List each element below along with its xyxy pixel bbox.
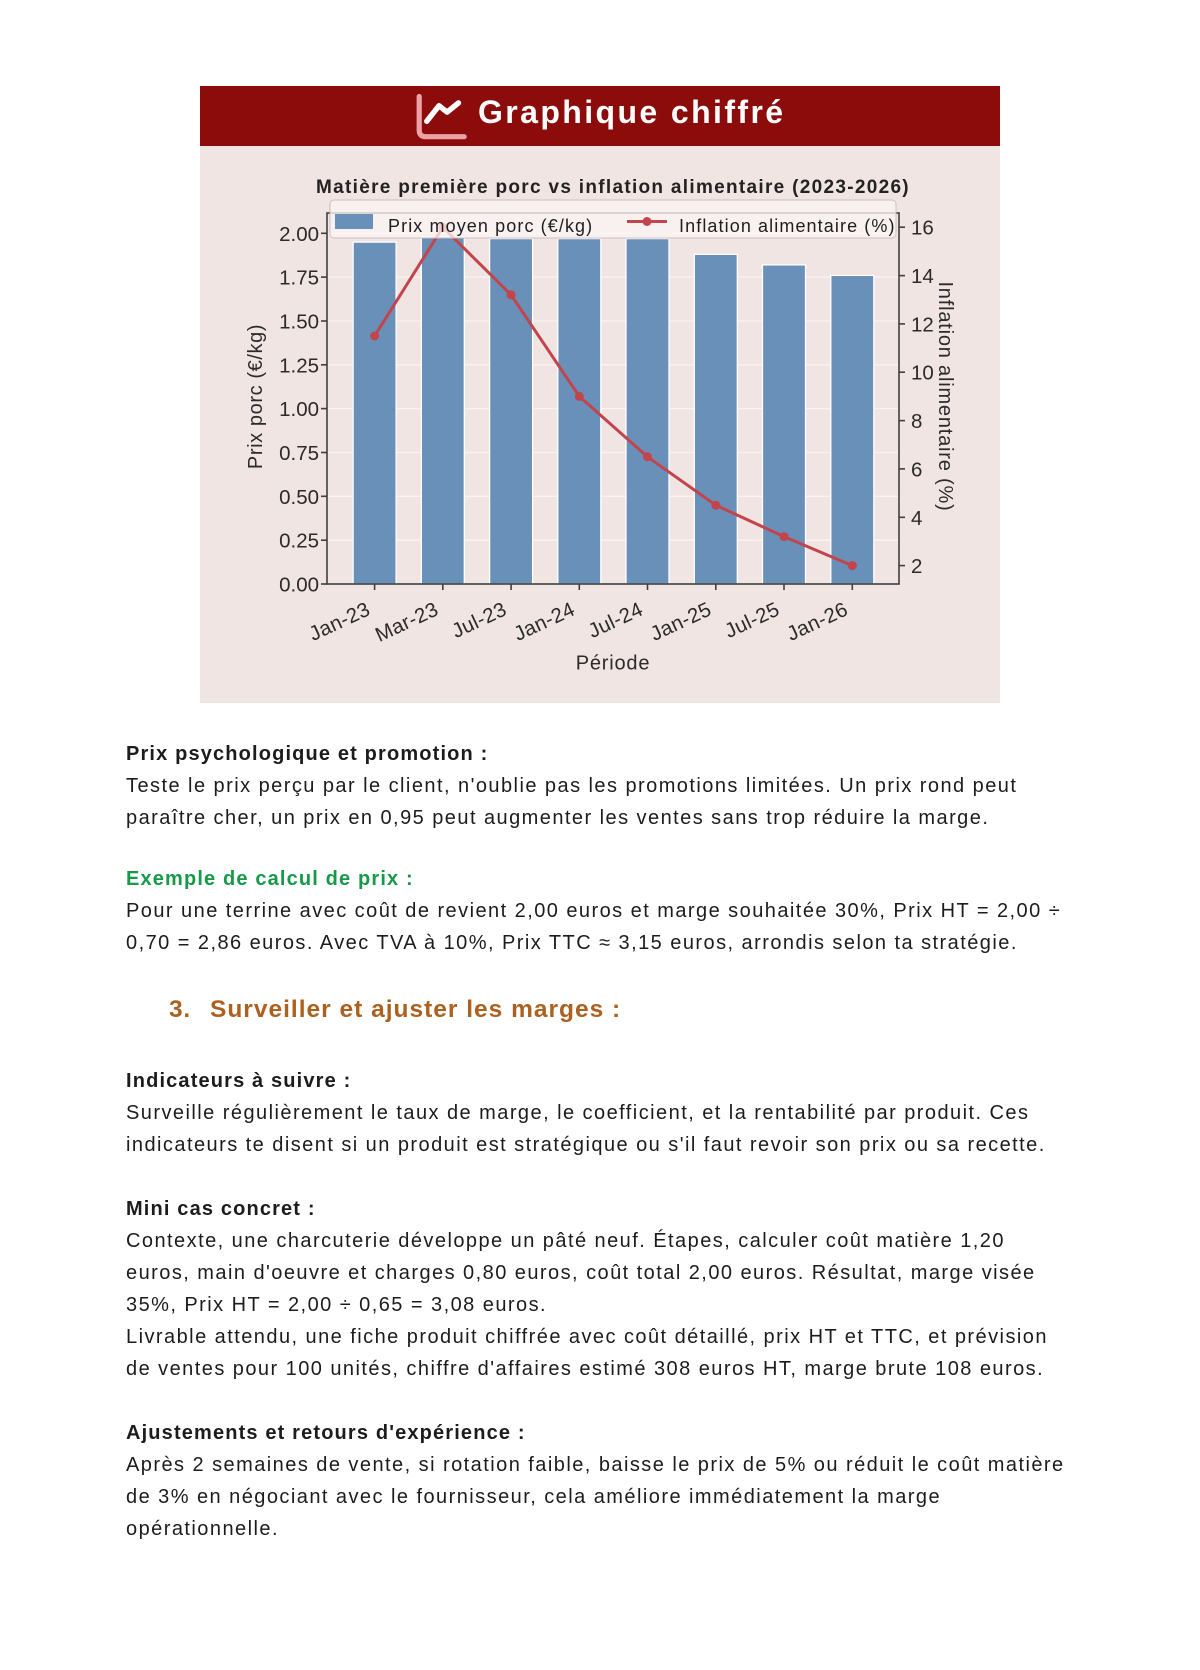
svg-text:1.25: 1.25 — [279, 354, 319, 377]
svg-text:0.50: 0.50 — [279, 486, 319, 509]
svg-text:Jul-24: Jul-24 — [585, 598, 647, 643]
svg-text:Jul-25: Jul-25 — [721, 598, 783, 643]
svg-text:4: 4 — [911, 507, 922, 530]
svg-text:8: 8 — [911, 410, 922, 433]
svg-text:16: 16 — [911, 217, 934, 240]
svg-text:0.00: 0.00 — [279, 574, 319, 597]
svg-text:2: 2 — [911, 555, 922, 578]
svg-text:10: 10 — [911, 362, 934, 385]
svg-text:2.00: 2.00 — [279, 223, 319, 246]
svg-text:Prix porc (€/kg): Prix porc (€/kg) — [245, 324, 267, 469]
svg-text:0.75: 0.75 — [279, 442, 319, 465]
svg-text:0.25: 0.25 — [279, 530, 319, 553]
svg-text:1.75: 1.75 — [279, 267, 319, 290]
svg-text:12: 12 — [911, 313, 934, 336]
svg-text:Période: Période — [576, 653, 651, 675]
svg-text:Prix moyen porc (€/kg): Prix moyen porc (€/kg) — [388, 216, 593, 236]
svg-text:1.00: 1.00 — [279, 398, 319, 421]
svg-text:Inflation alimentaire (%): Inflation alimentaire (%) — [934, 281, 956, 511]
svg-text:Jan-24: Jan-24 — [510, 598, 578, 646]
svg-text:Jan-26: Jan-26 — [783, 598, 851, 646]
svg-text:1.50: 1.50 — [279, 311, 319, 334]
svg-text:Jan-25: Jan-25 — [647, 598, 715, 646]
svg-text:Inflation alimentaire (%): Inflation alimentaire (%) — [679, 216, 896, 236]
svg-text:6: 6 — [911, 458, 922, 481]
svg-text:Jul-23: Jul-23 — [448, 598, 510, 643]
svg-text:Matière première porc vs infla: Matière première porc vs inflation alime… — [316, 177, 910, 198]
svg-text:Jan-23: Jan-23 — [306, 598, 374, 646]
svg-text:Mar-23: Mar-23 — [372, 598, 442, 647]
svg-text:14: 14 — [911, 265, 934, 288]
